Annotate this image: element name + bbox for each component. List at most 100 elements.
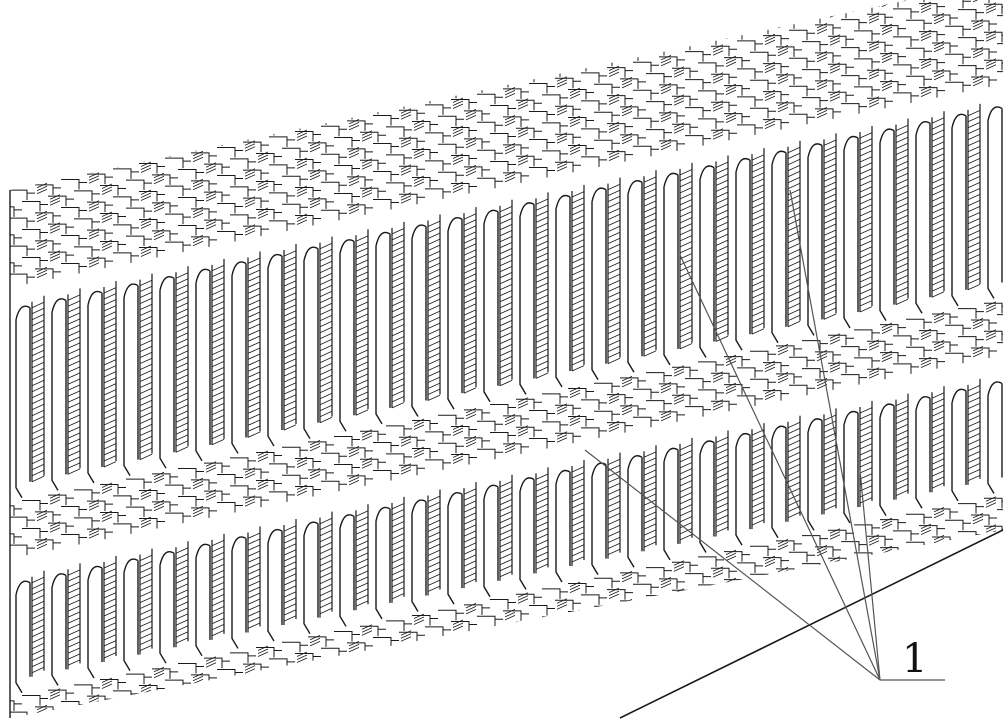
weave-cell: [373, 442, 399, 453]
tooth-face: [859, 125, 873, 312]
tooth-outline: [591, 187, 607, 381]
weave-cell: [737, 395, 763, 406]
weave-cell: [22, 527, 48, 539]
weave-cell: [997, 71, 1003, 82]
weave-cell: [386, 676, 412, 687]
weave-cell: [763, 585, 789, 596]
tooth-outline: [123, 558, 139, 671]
hatch-lines: [413, 147, 425, 159]
weave-cell: [61, 700, 87, 712]
weave-cell: [633, 61, 659, 73]
weave-cell: [763, 362, 789, 373]
weave-cell: [477, 149, 503, 161]
tooth-face: [715, 430, 729, 537]
tooth-face: [571, 460, 585, 567]
tooth-face: [535, 467, 549, 574]
hatch-lines: [972, 513, 984, 525]
weave-cell: [464, 437, 490, 448]
weave-cell: [893, 335, 919, 346]
weave-cell: [724, 356, 750, 367]
tooth-face: [499, 199, 513, 386]
weave-cell: [230, 708, 256, 718]
weave-cell: [750, 601, 776, 613]
weave-cell: [256, 647, 282, 658]
weave-cell: [10, 544, 35, 556]
hatch-lines: [816, 573, 828, 585]
weave-cell: [48, 689, 74, 701]
weave-cell: [529, 410, 555, 421]
weave-cell: [516, 649, 542, 661]
hatch-lines: [153, 499, 165, 512]
weave-cell: [698, 90, 724, 101]
hatch-lines: [777, 651, 789, 663]
tooth: [879, 118, 909, 321]
weave-cell: [0, 550, 9, 560]
hatch-lines: [556, 403, 568, 415]
hatch-lines: [244, 168, 256, 180]
weave-cell: [698, 361, 724, 372]
weave-cell: [308, 441, 334, 452]
weave-cell: [724, 579, 750, 590]
hatch-lines: [621, 404, 633, 416]
weave-cell: [386, 126, 412, 137]
weave-cell: [74, 134, 100, 145]
weave-cell: [425, 132, 451, 143]
weave-cell: [191, 507, 217, 518]
hatch-lines: [660, 633, 672, 645]
hatch-lines: [777, 73, 789, 85]
weave-cell: [490, 599, 516, 610]
weave-cell: [113, 719, 139, 726]
weave-cell: [74, 684, 100, 695]
weave-cell: [438, 171, 464, 183]
tooth-face: [67, 563, 81, 670]
weave-cell: [581, 678, 607, 689]
tooth: [375, 221, 405, 425]
weave-cell: [776, 540, 802, 551]
weave-cell: [22, 499, 48, 511]
hatch-lines: [296, 213, 308, 225]
weave-cell: [997, 537, 1003, 548]
weave-cell: [802, 69, 828, 80]
hatch-lines: [400, 686, 412, 698]
weave-cell: [178, 197, 204, 208]
weave-cell: [451, 705, 477, 716]
tooth-face: [391, 221, 405, 408]
weave-cell: [568, 117, 594, 128]
weave-cell: [282, 91, 308, 103]
weave-cell: [438, 693, 464, 705]
tooth-face: [103, 555, 117, 662]
weave-cell: [282, 175, 308, 187]
weave-cell: [347, 670, 373, 681]
weave-cell: [789, 607, 815, 619]
tooth-face: [0, 303, 8, 489]
weave-cell: [74, 162, 100, 173]
tooth: [771, 140, 801, 344]
weave-cell: [113, 523, 139, 534]
hatch-lines: [192, 700, 204, 713]
weave-cell: [477, 93, 503, 105]
hatch-lines: [816, 23, 828, 35]
weave-cell: [61, 505, 87, 517]
weave-cell: [100, 679, 126, 690]
hatch-lines: [296, 101, 308, 113]
hatch-lines: [309, 635, 321, 647]
weave-cell: [490, 404, 516, 415]
hatch-lines: [400, 714, 412, 718]
weave-cell: [555, 655, 581, 667]
tooth-outline: [339, 239, 355, 432]
hatch-lines: [140, 217, 152, 229]
hatch-lines: [153, 666, 165, 679]
tooth: [519, 192, 549, 395]
hatch-lines: [881, 629, 893, 641]
weave-cell: [724, 551, 750, 562]
weave-cell: [48, 139, 74, 151]
weave-cell: [269, 463, 295, 474]
weave-cell: [581, 706, 607, 717]
hatch-lines: [920, 328, 932, 340]
weave-cell: [906, 19, 932, 31]
tooth-face: [283, 244, 297, 431]
hatch-lines: [452, 619, 464, 631]
hatch-lines: [608, 643, 620, 655]
weave-cell: [0, 195, 9, 205]
